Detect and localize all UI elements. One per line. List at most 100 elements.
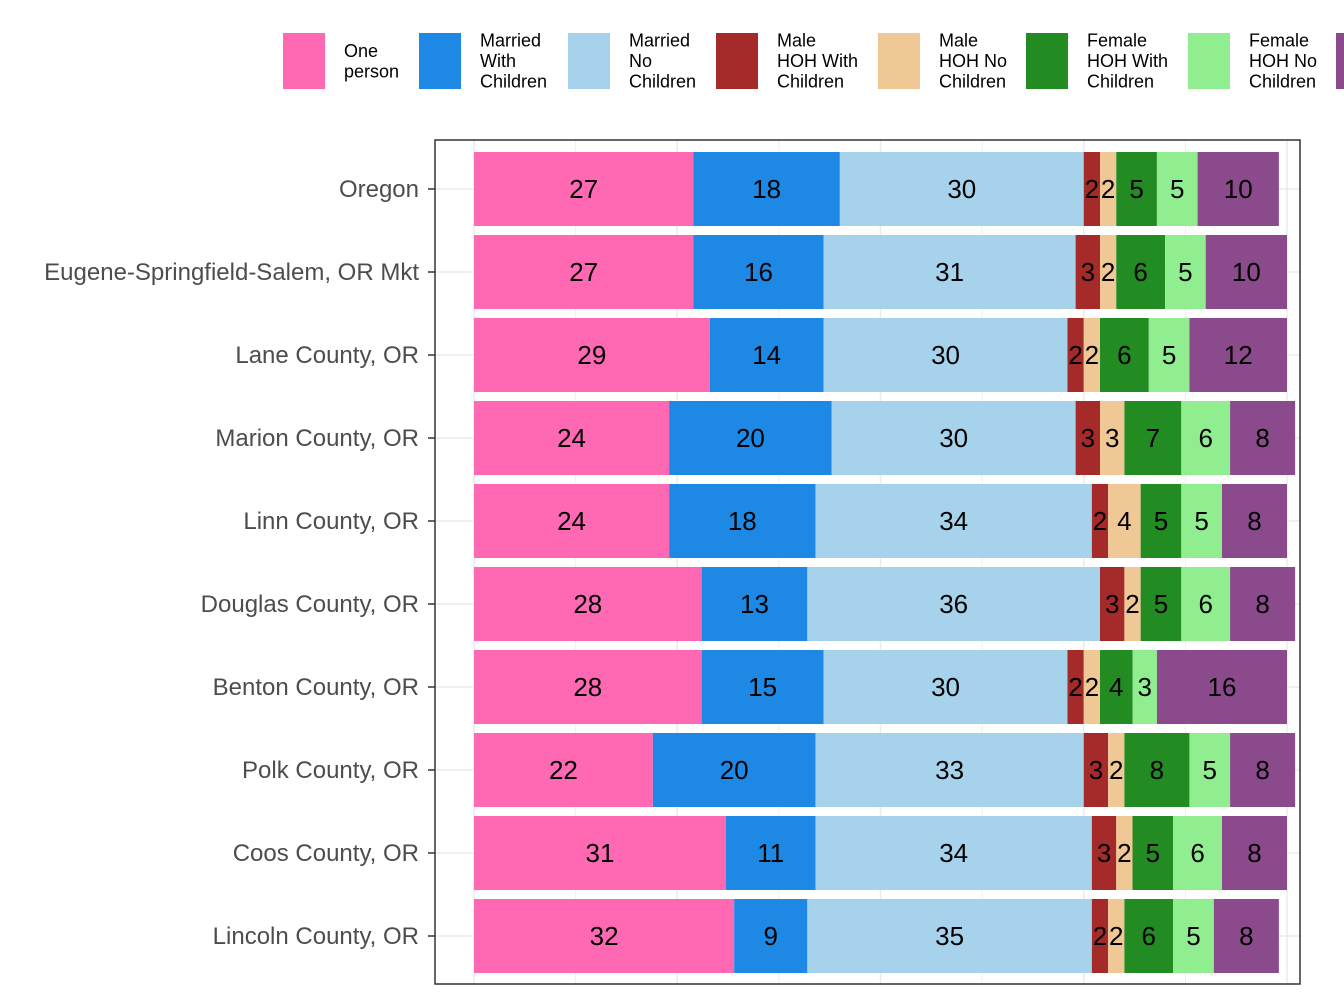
- bar-segment: [474, 318, 710, 392]
- bar-segment: [1148, 318, 1190, 392]
- legend-label: HOH No: [939, 51, 1007, 71]
- data-label: 22: [549, 755, 578, 785]
- data-label: 5: [1146, 838, 1160, 868]
- bar-segment: [734, 899, 808, 973]
- data-label: 14: [752, 340, 781, 370]
- bar-segment: [1140, 567, 1182, 641]
- data-label: 35: [935, 921, 964, 951]
- legend-label: No: [629, 51, 652, 71]
- data-label: 2: [1125, 589, 1139, 619]
- legend-key: [419, 33, 461, 89]
- bar-segment: [831, 401, 1076, 475]
- bar-segment: [1116, 152, 1157, 226]
- category-label: Lincoln County, OR: [213, 923, 419, 950]
- bar-segment: [701, 567, 808, 641]
- data-label: 30: [947, 174, 976, 204]
- bar-segment: [693, 235, 824, 309]
- legend-label: With: [480, 51, 516, 71]
- category-label: Coos County, OR: [233, 840, 419, 867]
- data-label: 4: [1117, 506, 1131, 536]
- bar-segment: [1156, 152, 1198, 226]
- data-label: 28: [573, 672, 602, 702]
- data-label: 2: [1068, 672, 1082, 702]
- bar-segment: [1116, 235, 1166, 309]
- data-label: 15: [748, 672, 777, 702]
- bar-segment: [1132, 650, 1157, 724]
- data-label: 8: [1239, 921, 1253, 951]
- bar-segment: [474, 401, 670, 475]
- data-label: 5: [1178, 257, 1192, 287]
- data-label: 8: [1255, 755, 1269, 785]
- legend-key: [716, 33, 758, 89]
- bar-segment: [1116, 816, 1133, 890]
- data-label: 2: [1101, 257, 1115, 287]
- category-label: Lane County, OR: [235, 342, 419, 369]
- data-label: 31: [586, 838, 615, 868]
- bar-segment: [1181, 567, 1231, 641]
- bar-segment: [669, 401, 832, 475]
- data-label: 12: [1224, 340, 1253, 370]
- bar-segment: [693, 152, 840, 226]
- legend-label: Male: [777, 31, 816, 51]
- data-label: 8: [1255, 423, 1269, 453]
- bar-segment: [474, 484, 670, 558]
- data-label: 6: [1198, 423, 1212, 453]
- bar-segment: [815, 484, 1092, 558]
- legend-label: Male: [939, 31, 978, 51]
- panel-border: [434, 139, 1301, 985]
- bar-segment: [1221, 816, 1287, 890]
- bar-segment: [1108, 484, 1141, 558]
- bar-segment: [1075, 235, 1101, 309]
- bar-segment: [474, 567, 702, 641]
- data-label: 18: [728, 506, 757, 536]
- data-label: 3: [1105, 423, 1119, 453]
- data-label: 2: [1093, 921, 1107, 951]
- data-label: 5: [1194, 506, 1208, 536]
- bar-segment: [1083, 650, 1101, 724]
- data-label: 24: [557, 423, 586, 453]
- legend-label: Children: [480, 72, 547, 92]
- bar-segment: [823, 235, 1076, 309]
- data-label: 7: [1146, 423, 1160, 453]
- legend-label: Children: [939, 72, 1006, 92]
- bar-segment: [1091, 484, 1109, 558]
- bar-segment: [1165, 235, 1206, 309]
- data-label: 16: [744, 257, 773, 287]
- legend-label: Female: [1087, 31, 1147, 51]
- data-label: 24: [557, 506, 586, 536]
- bar-segment: [823, 650, 1068, 724]
- legend-label: HOH No: [1249, 51, 1317, 71]
- bar-segment: [1100, 152, 1117, 226]
- legend-label: Children: [777, 72, 844, 92]
- data-label: 5: [1203, 755, 1217, 785]
- bar-segment: [1108, 733, 1125, 807]
- bar-segment: [1083, 152, 1101, 226]
- data-label: 2: [1085, 672, 1099, 702]
- data-label: 27: [569, 257, 598, 287]
- data-label: 13: [740, 589, 769, 619]
- data-label: 5: [1162, 340, 1176, 370]
- bar-segment: [474, 152, 694, 226]
- data-label: 34: [939, 506, 968, 536]
- legend-label: Children: [1087, 72, 1154, 92]
- legend-label: HOH With: [777, 51, 858, 71]
- data-label: 2: [1085, 174, 1099, 204]
- bar-segment: [1132, 816, 1174, 890]
- legend-key: [568, 33, 610, 89]
- data-label: 2: [1109, 921, 1123, 951]
- bar-segment: [709, 318, 824, 392]
- category-label: Douglas County, OR: [201, 591, 419, 618]
- legend-label: Female: [1249, 31, 1309, 51]
- bar-segment: [839, 152, 1084, 226]
- data-label: 6: [1142, 921, 1156, 951]
- data-label: 33: [935, 755, 964, 785]
- data-label: 2: [1117, 838, 1131, 868]
- legend-label: person: [344, 61, 399, 81]
- bar-segment: [1124, 899, 1174, 973]
- bar-segment: [1124, 567, 1141, 641]
- bar-segment: [1140, 484, 1182, 558]
- legend-label: Married: [629, 31, 690, 51]
- data-label: 8: [1150, 755, 1164, 785]
- data-label: 6: [1198, 589, 1212, 619]
